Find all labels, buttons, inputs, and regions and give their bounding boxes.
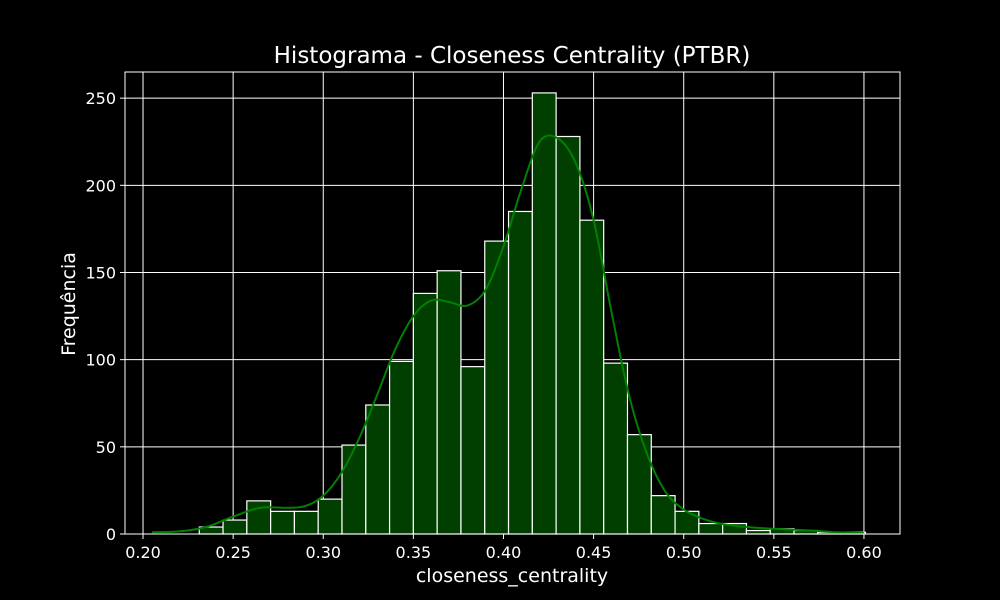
x-tick-label: 0.20 [125, 543, 161, 562]
histogram-bar [698, 522, 724, 535]
x-tick-label: 0.60 [846, 543, 882, 562]
histogram-bar [555, 135, 581, 535]
y-tick-label: 200 [85, 176, 116, 195]
chart-title: Histograma - Closeness Centrality (PTBR) [274, 43, 751, 69]
histogram-bar [341, 444, 367, 535]
x-tick-label: 0.25 [215, 543, 251, 562]
histogram-bar [507, 210, 533, 535]
x-axis-label: closeness_centrality [416, 565, 608, 587]
histogram-bar [317, 498, 343, 535]
x-axis-ticks: 0.20 0.25 0.30 0.35 0.40 0.45 0.50 0.55 0.60 [125, 534, 882, 562]
histogram-bar [222, 519, 248, 535]
histogram-bar [365, 404, 391, 535]
histogram-bar [460, 366, 486, 535]
histogram-bar [579, 219, 605, 535]
y-tick-label: 0 [106, 525, 116, 544]
histogram-bar [650, 495, 676, 535]
histogram-bar [412, 292, 438, 535]
histogram-bar [270, 510, 296, 535]
y-axis-ticks: 0 50 100 150 200 250 [85, 89, 125, 544]
x-tick-label: 0.40 [486, 543, 522, 562]
histogram-bar [531, 92, 557, 535]
x-tick-label: 0.45 [576, 543, 612, 562]
plot-frame [124, 71, 901, 535]
kde-curve [151, 134, 865, 535]
y-tick-label: 150 [85, 263, 116, 282]
histogram-bar [388, 360, 414, 535]
y-axis-label: Frequência [58, 252, 80, 356]
x-tick-label: 0.30 [305, 543, 341, 562]
x-tick-label: 0.50 [666, 543, 702, 562]
histogram-bar [293, 510, 319, 535]
histogram-bar [436, 270, 462, 535]
y-tick-label: 250 [85, 89, 116, 108]
x-tick-label: 0.35 [396, 543, 432, 562]
histogram-bar [246, 500, 272, 535]
histogram-bar [626, 434, 652, 535]
histogram-bars [198, 92, 866, 535]
y-tick-label: 100 [85, 351, 116, 370]
histogram-bar [603, 362, 629, 535]
x-tick-label: 0.55 [756, 543, 792, 562]
y-tick-label: 50 [96, 438, 116, 457]
histogram-bar [745, 529, 771, 535]
